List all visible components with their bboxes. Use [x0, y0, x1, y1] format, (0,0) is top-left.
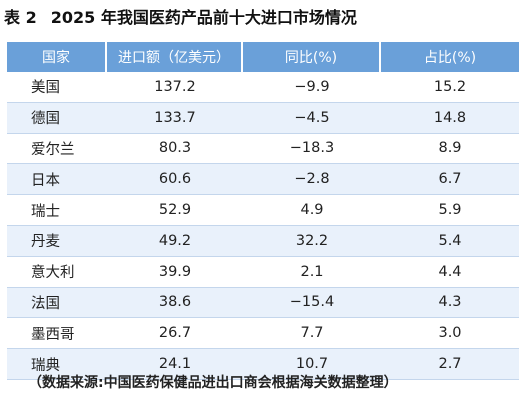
cell-yoy: −9.9: [243, 72, 381, 103]
header-share: 占比(%): [381, 42, 519, 72]
table-header-row: 国家 进口额（亿美元） 同比(%) 占比(%): [7, 42, 519, 72]
cell-yoy: 10.7: [243, 349, 381, 380]
table-row: 爱尔兰 80.3 −18.3 8.9: [7, 134, 519, 165]
cell-import-value: 52.9: [107, 195, 243, 226]
cell-yoy: 2.1: [243, 257, 381, 288]
cell-yoy: −2.8: [243, 164, 381, 196]
table-caption: 表 2 2025 年我国医药产品前十大进口市场情况: [4, 8, 357, 28]
cell-share: 15.2: [381, 72, 519, 103]
cell-country: 丹麦: [7, 225, 107, 257]
cell-country: 瑞典: [7, 349, 107, 380]
cell-share: 4.3: [381, 287, 519, 319]
cell-share: 6.7: [381, 164, 519, 196]
cell-country: 瑞士: [7, 195, 107, 226]
cell-country: 日本: [7, 164, 107, 196]
import-markets-table: 国家 进口额（亿美元） 同比(%) 占比(%) 美国 137.2 −9.9 15…: [7, 42, 519, 380]
cell-share: 3.0: [381, 318, 519, 350]
cell-import-value: 26.7: [107, 318, 243, 350]
cell-yoy: 32.2: [243, 225, 381, 257]
cell-share: 5.9: [381, 195, 519, 226]
cell-import-value: 38.6: [107, 287, 243, 319]
table-row: 法国 38.6 −15.4 4.3: [7, 287, 519, 319]
cell-import-value: 24.1: [107, 349, 243, 380]
cell-import-value: 133.7: [107, 102, 243, 134]
cell-yoy: 7.7: [243, 318, 381, 350]
cell-country: 法国: [7, 287, 107, 319]
table-number: 表 2: [4, 8, 37, 27]
cell-share: 4.4: [381, 257, 519, 288]
cell-share: 5.4: [381, 225, 519, 257]
cell-yoy: −18.3: [243, 134, 381, 165]
cell-yoy: 4.9: [243, 195, 381, 226]
table-row: 墨西哥 26.7 7.7 3.0: [7, 318, 519, 350]
cell-import-value: 80.3: [107, 134, 243, 165]
cell-import-value: 39.9: [107, 257, 243, 288]
cell-country: 墨西哥: [7, 318, 107, 350]
table-row: 美国 137.2 −9.9 15.2: [7, 72, 519, 103]
header-country: 国家: [7, 42, 107, 72]
table-row: 瑞典 24.1 10.7 2.7: [7, 349, 519, 380]
cell-import-value: 49.2: [107, 225, 243, 257]
cell-yoy: −4.5: [243, 102, 381, 134]
cell-country: 意大利: [7, 257, 107, 288]
header-yoy: 同比(%): [243, 42, 381, 72]
cell-country: 爱尔兰: [7, 134, 107, 165]
cell-country: 美国: [7, 72, 107, 103]
table-row: 德国 133.7 −4.5 14.8: [7, 102, 519, 134]
header-import-value: 进口额（亿美元）: [107, 42, 243, 72]
table-row: 意大利 39.9 2.1 4.4: [7, 257, 519, 288]
table-row: 丹麦 49.2 32.2 5.4: [7, 225, 519, 257]
cell-yoy: −15.4: [243, 287, 381, 319]
table-row: 瑞士 52.9 4.9 5.9: [7, 195, 519, 226]
cell-import-value: 137.2: [107, 72, 243, 103]
table-title: 2025 年我国医药产品前十大进口市场情况: [50, 8, 357, 27]
cell-share: 2.7: [381, 349, 519, 380]
data-source-note: （数据来源:中国医药保健品进出口商会根据海关数据整理）: [28, 375, 398, 391]
cell-country: 德国: [7, 102, 107, 134]
cell-share: 14.8: [381, 102, 519, 134]
cell-share: 8.9: [381, 134, 519, 165]
table-row: 日本 60.6 −2.8 6.7: [7, 164, 519, 196]
cell-import-value: 60.6: [107, 164, 243, 196]
